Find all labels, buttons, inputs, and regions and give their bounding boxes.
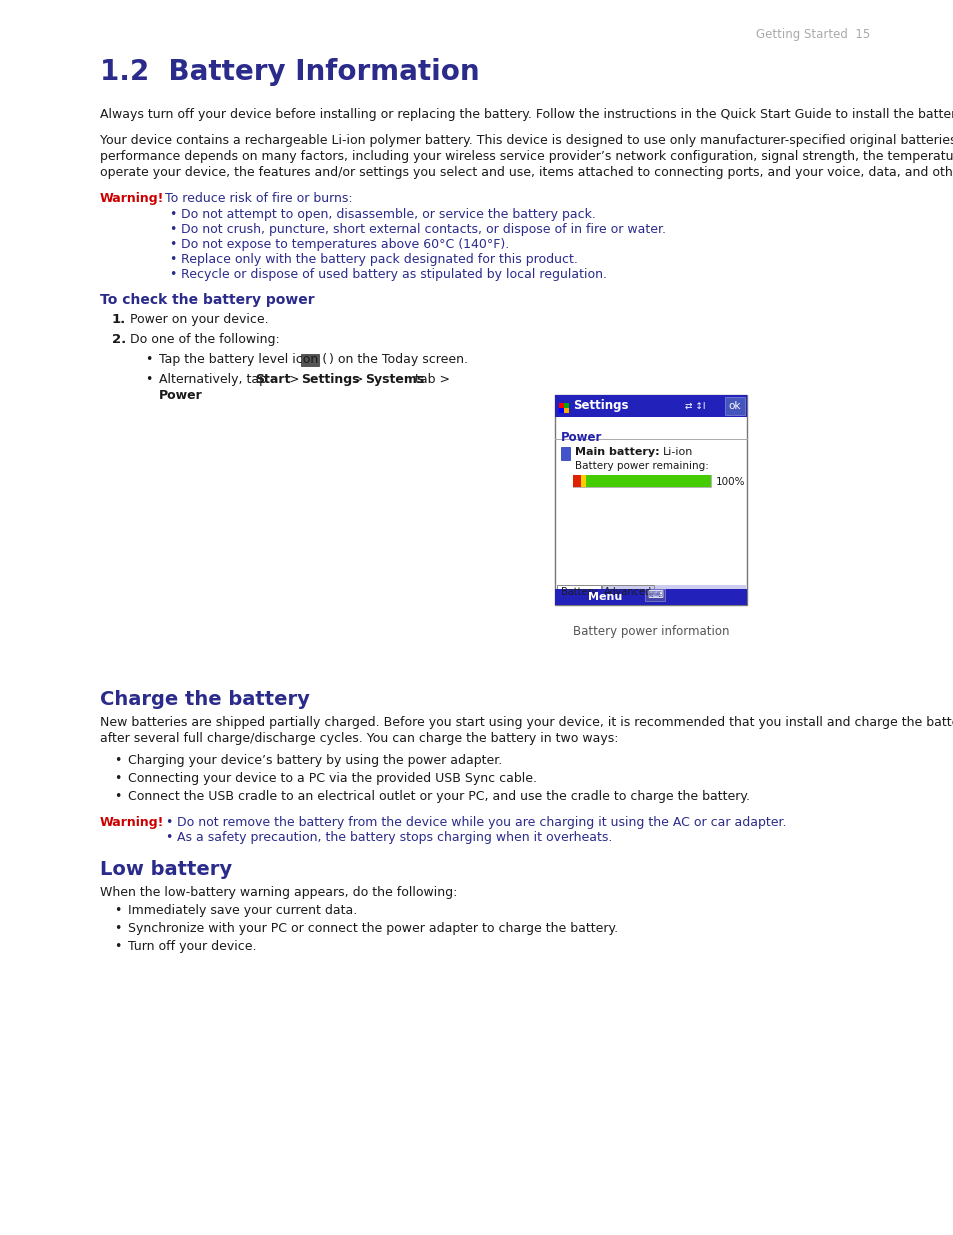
Text: Recycle or dispose of used battery as stipulated by local regulation.: Recycle or dispose of used battery as st… [181, 268, 606, 282]
Bar [560, 447, 569, 459]
Bar [555, 589, 746, 605]
Text: •: • [113, 923, 121, 935]
Bar [580, 475, 585, 487]
Text: .: . [189, 389, 193, 403]
Text: As a safety precaution, the battery stops charging when it overheats.: As a safety precaution, the battery stop… [177, 831, 612, 844]
Text: Tap the battery level icon (: Tap the battery level icon ( [159, 353, 327, 366]
Text: Synchronize with your PC or connect the power adapter to charge the battery.: Synchronize with your PC or connect the … [128, 923, 618, 935]
Bar [644, 589, 664, 601]
Text: Low battery: Low battery [100, 860, 232, 879]
Text: Advanced: Advanced [603, 587, 652, 597]
Bar [601, 585, 654, 599]
Text: When the low-battery warning appears, do the following:: When the low-battery warning appears, do… [100, 885, 456, 899]
Text: Battery power remaining:: Battery power remaining: [575, 461, 708, 471]
Text: Do not crush, puncture, short external contacts, or dispose of in fire or water.: Do not crush, puncture, short external c… [181, 224, 665, 236]
Text: Charging your device’s battery by using the power adapter.: Charging your device’s battery by using … [128, 755, 501, 767]
Text: 1.: 1. [112, 312, 126, 326]
Text: ) on the Today screen.: ) on the Today screen. [329, 353, 468, 366]
Bar [573, 475, 710, 487]
Bar [573, 475, 580, 487]
Text: Do not attempt to open, disassemble, or service the battery pack.: Do not attempt to open, disassemble, or … [181, 207, 596, 221]
Text: Settings: Settings [573, 399, 628, 412]
Text: >: > [285, 373, 303, 387]
Text: Menu: Menu [587, 592, 621, 601]
Text: •: • [113, 755, 121, 767]
Text: Alternatively, tap: Alternatively, tap [159, 373, 271, 387]
Text: ⌨: ⌨ [646, 590, 662, 600]
Text: Power: Power [560, 431, 601, 445]
Text: Warning!: Warning! [100, 191, 164, 205]
Bar [724, 396, 744, 415]
Text: after several full charge/discharge cycles. You can charge the battery in two wa: after several full charge/discharge cycl… [100, 732, 618, 745]
Text: Getting Started  15: Getting Started 15 [755, 28, 869, 41]
Bar [557, 585, 600, 599]
Text: •: • [165, 816, 172, 829]
Text: Your device contains a rechargeable Li-ion polymer battery. This device is desig: Your device contains a rechargeable Li-i… [100, 135, 953, 147]
Bar [563, 408, 568, 412]
Text: •: • [169, 238, 176, 251]
Text: Do not remove the battery from the device while you are charging it using the AC: Do not remove the battery from the devic… [177, 816, 785, 829]
Text: performance depends on many factors, including your wireless service provider’s : performance depends on many factors, inc… [100, 149, 953, 163]
Bar [558, 408, 563, 412]
Text: Replace only with the battery pack designated for this product.: Replace only with the battery pack desig… [181, 253, 578, 266]
Text: 100%: 100% [716, 477, 744, 487]
Text: Do one of the following:: Do one of the following: [130, 333, 279, 346]
Text: Connect the USB cradle to an electrical outlet or your PC, and use the cradle to: Connect the USB cradle to an electrical … [128, 790, 749, 803]
Bar [655, 585, 745, 599]
Bar [555, 395, 746, 605]
Text: To reduce risk of fire or burns:: To reduce risk of fire or burns: [165, 191, 353, 205]
Text: •: • [113, 940, 121, 953]
Text: New batteries are shipped partially charged. Before you start using your device,: New batteries are shipped partially char… [100, 716, 953, 729]
Text: •: • [113, 790, 121, 803]
Bar [585, 475, 710, 487]
Text: •: • [169, 253, 176, 266]
Text: ok: ok [728, 401, 740, 411]
Text: Connecting your device to a PC via the provided USB Sync cable.: Connecting your device to a PC via the p… [128, 772, 537, 785]
Text: ⇄ ↕Ⅰ: ⇄ ↕Ⅰ [684, 401, 705, 410]
Text: >: > [349, 373, 367, 387]
Text: Systems: Systems [365, 373, 424, 387]
Text: •: • [145, 373, 152, 387]
Text: tab >: tab > [411, 373, 450, 387]
Bar [563, 403, 568, 408]
Text: Always turn off your device before installing or replacing the battery. Follow t: Always turn off your device before insta… [100, 107, 953, 121]
Text: Turn off your device.: Turn off your device. [128, 940, 256, 953]
Text: Start: Start [254, 373, 290, 387]
Text: Immediately save your current data.: Immediately save your current data. [128, 904, 356, 918]
Text: •: • [165, 831, 172, 844]
Text: Do not expose to temperatures above 60°C (140°F).: Do not expose to temperatures above 60°C… [181, 238, 509, 251]
Text: •: • [169, 207, 176, 221]
Text: Warning!: Warning! [100, 816, 164, 829]
Bar [555, 395, 746, 417]
Bar [558, 403, 563, 408]
Text: •: • [169, 268, 176, 282]
Text: Power on your device.: Power on your device. [130, 312, 269, 326]
Text: 1.2  Battery Information: 1.2 Battery Information [100, 58, 479, 86]
Text: Battery power information: Battery power information [572, 625, 728, 638]
Text: Li-ion: Li-ion [662, 447, 693, 457]
Text: Settings: Settings [301, 373, 359, 387]
Text: Main battery:: Main battery: [575, 447, 659, 457]
Text: •: • [169, 224, 176, 236]
Text: To check the battery power: To check the battery power [100, 293, 314, 308]
Text: •: • [145, 353, 152, 366]
Text: 2.: 2. [112, 333, 126, 346]
Text: Battery: Battery [560, 587, 597, 597]
Text: •: • [113, 772, 121, 785]
Text: Power: Power [159, 389, 203, 403]
Text: Charge the battery: Charge the battery [100, 690, 310, 709]
Bar [301, 354, 318, 366]
Text: •: • [113, 904, 121, 918]
Text: operate your device, the features and/or settings you select and use, items atta: operate your device, the features and/or… [100, 165, 953, 179]
